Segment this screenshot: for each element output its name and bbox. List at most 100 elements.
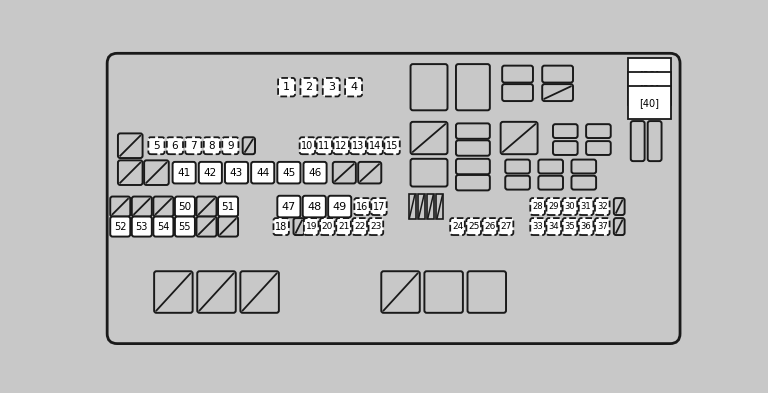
- FancyBboxPatch shape: [466, 218, 481, 235]
- FancyBboxPatch shape: [367, 137, 382, 154]
- FancyBboxPatch shape: [199, 162, 222, 184]
- FancyBboxPatch shape: [218, 217, 238, 237]
- FancyBboxPatch shape: [456, 123, 490, 139]
- FancyBboxPatch shape: [571, 176, 596, 189]
- Text: 21: 21: [338, 222, 349, 231]
- FancyBboxPatch shape: [411, 122, 448, 154]
- Bar: [427, 194, 434, 219]
- FancyBboxPatch shape: [542, 84, 573, 101]
- FancyBboxPatch shape: [571, 160, 596, 173]
- Bar: [418, 194, 425, 219]
- FancyBboxPatch shape: [316, 137, 332, 154]
- Text: 36: 36: [581, 222, 591, 231]
- FancyBboxPatch shape: [505, 160, 530, 173]
- FancyBboxPatch shape: [111, 217, 131, 237]
- FancyBboxPatch shape: [647, 121, 661, 161]
- FancyBboxPatch shape: [505, 176, 530, 189]
- FancyBboxPatch shape: [425, 271, 463, 313]
- FancyBboxPatch shape: [631, 121, 644, 161]
- Text: 17: 17: [372, 202, 386, 211]
- FancyBboxPatch shape: [273, 218, 289, 235]
- FancyBboxPatch shape: [502, 84, 533, 101]
- FancyBboxPatch shape: [384, 137, 400, 154]
- FancyBboxPatch shape: [547, 218, 561, 235]
- Text: 22: 22: [354, 222, 366, 231]
- Text: 5: 5: [153, 141, 160, 151]
- FancyBboxPatch shape: [381, 271, 420, 313]
- FancyBboxPatch shape: [538, 160, 563, 173]
- FancyBboxPatch shape: [333, 137, 349, 154]
- FancyBboxPatch shape: [303, 196, 326, 217]
- FancyBboxPatch shape: [498, 218, 513, 235]
- FancyBboxPatch shape: [333, 162, 356, 184]
- Text: 49: 49: [333, 202, 347, 211]
- FancyBboxPatch shape: [240, 271, 279, 313]
- Text: 51: 51: [221, 202, 235, 211]
- FancyBboxPatch shape: [563, 198, 578, 215]
- Text: 18: 18: [275, 222, 287, 231]
- Text: 45: 45: [283, 168, 296, 178]
- FancyBboxPatch shape: [185, 137, 201, 154]
- Text: 50: 50: [178, 202, 191, 211]
- Text: 23: 23: [370, 222, 382, 231]
- FancyBboxPatch shape: [595, 198, 610, 215]
- FancyBboxPatch shape: [173, 162, 196, 184]
- FancyBboxPatch shape: [303, 162, 326, 184]
- FancyBboxPatch shape: [154, 196, 174, 217]
- Text: 4: 4: [350, 82, 357, 92]
- FancyBboxPatch shape: [547, 198, 561, 215]
- FancyBboxPatch shape: [300, 137, 315, 154]
- Text: 37: 37: [597, 222, 607, 231]
- Text: 8: 8: [209, 141, 215, 151]
- Text: [39]: [39]: [639, 84, 659, 94]
- Text: 46: 46: [309, 168, 322, 178]
- FancyBboxPatch shape: [456, 159, 490, 174]
- FancyBboxPatch shape: [222, 137, 238, 154]
- FancyBboxPatch shape: [579, 198, 594, 215]
- FancyBboxPatch shape: [197, 196, 217, 217]
- FancyBboxPatch shape: [411, 159, 448, 187]
- FancyBboxPatch shape: [456, 64, 490, 110]
- FancyBboxPatch shape: [542, 66, 573, 83]
- Text: 33: 33: [532, 222, 543, 231]
- Text: 11: 11: [318, 141, 330, 151]
- Text: 52: 52: [114, 222, 127, 231]
- FancyBboxPatch shape: [304, 218, 319, 235]
- FancyBboxPatch shape: [108, 53, 680, 343]
- Text: 2: 2: [306, 82, 313, 92]
- FancyBboxPatch shape: [353, 218, 367, 235]
- FancyBboxPatch shape: [118, 160, 143, 185]
- Text: 10: 10: [301, 141, 313, 151]
- FancyBboxPatch shape: [218, 196, 238, 217]
- FancyBboxPatch shape: [371, 198, 386, 215]
- Bar: [436, 194, 443, 219]
- Text: 27: 27: [500, 222, 511, 231]
- FancyBboxPatch shape: [456, 140, 490, 156]
- FancyBboxPatch shape: [175, 196, 195, 217]
- FancyBboxPatch shape: [530, 198, 545, 215]
- Text: 16: 16: [356, 202, 368, 211]
- FancyBboxPatch shape: [586, 141, 611, 155]
- Text: 15: 15: [386, 141, 399, 151]
- FancyBboxPatch shape: [358, 162, 381, 184]
- FancyBboxPatch shape: [563, 218, 578, 235]
- FancyBboxPatch shape: [530, 218, 545, 235]
- Text: 32: 32: [597, 202, 607, 211]
- Text: 42: 42: [204, 168, 217, 178]
- Text: 20: 20: [322, 222, 333, 231]
- FancyBboxPatch shape: [538, 176, 563, 189]
- Text: 31: 31: [581, 202, 591, 211]
- Text: 35: 35: [564, 222, 575, 231]
- Text: 48: 48: [307, 202, 322, 211]
- FancyBboxPatch shape: [225, 162, 248, 184]
- Text: 53: 53: [136, 222, 148, 231]
- FancyBboxPatch shape: [502, 66, 533, 83]
- FancyBboxPatch shape: [328, 196, 351, 217]
- Text: 13: 13: [352, 141, 364, 151]
- Text: 47: 47: [282, 202, 296, 211]
- FancyBboxPatch shape: [501, 122, 538, 154]
- Text: 54: 54: [157, 222, 170, 231]
- FancyBboxPatch shape: [468, 271, 506, 313]
- FancyBboxPatch shape: [277, 162, 300, 184]
- Text: 30: 30: [564, 202, 575, 211]
